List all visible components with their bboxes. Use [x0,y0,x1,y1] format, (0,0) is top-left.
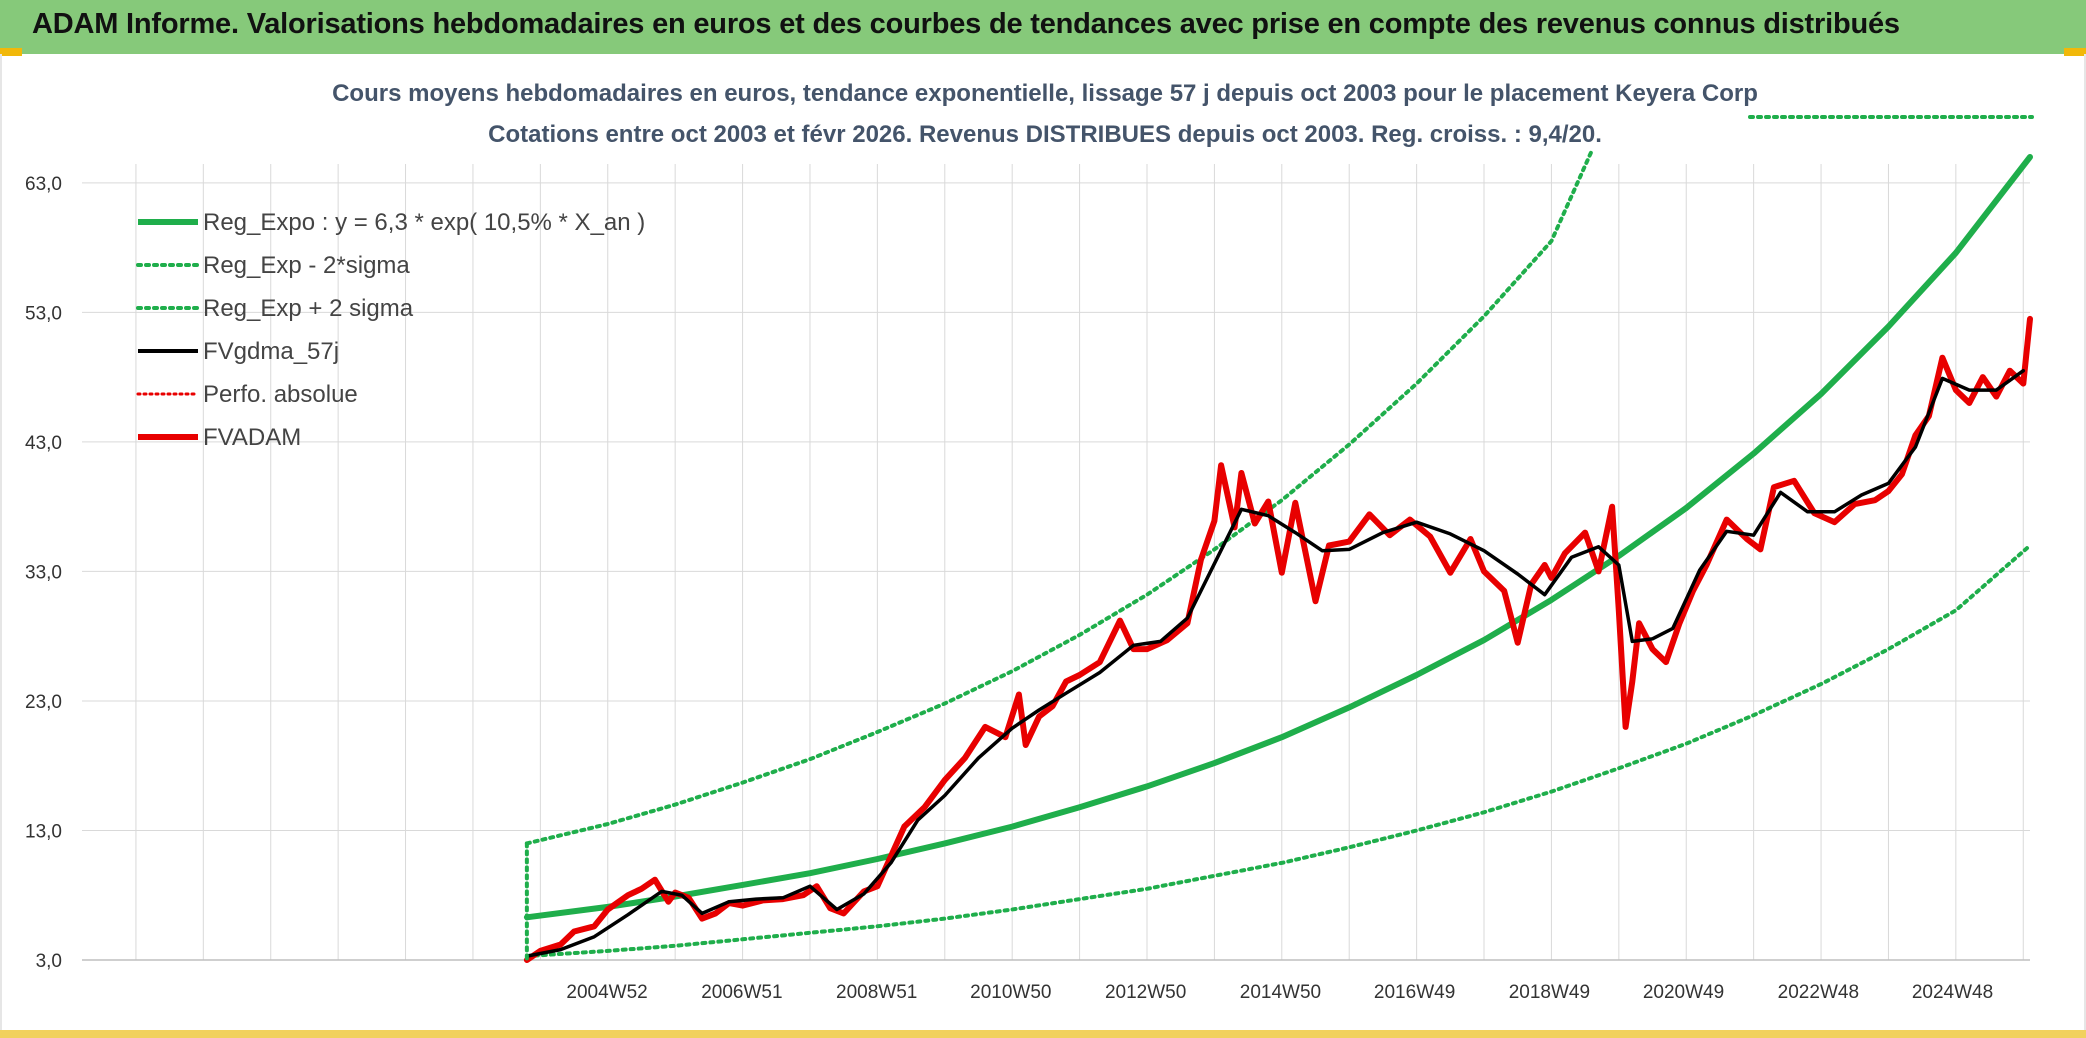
y-axis-ticks: 3,0 13,0 23,0 33,0 43,0 53,0 63,0 [25,174,62,972]
legend-item-reg-exp-minus[interactable]: Reg_Exp - 2*sigma [136,252,410,279]
x-tick-label: 2012W50 [1105,982,1186,1003]
x-tick-label: 2016W49 [1374,982,1455,1003]
chart-subtitle: Cotations entre oct 2003 et févr 2026. R… [488,121,1602,148]
legend-item-fvadam[interactable]: FVADAM [138,424,301,451]
x-tick-label: 2024W48 [1912,982,1993,1003]
bottom-accent-bar [0,1030,2086,1038]
series-line-5 [523,315,2033,963]
chart-legend: Reg_Expo : y = 6,3 * exp( 10,5% * X_an )… [136,209,645,451]
x-axis-ticks: 2004W52 2006W51 2008W51 2010W50 2012W50 2014W… [566,982,1993,1003]
legend-label-reg-expo: Reg_Expo : y = 6,3 * exp( 10,5% * X_an ) [203,209,645,236]
x-tick-label: 2022W48 [1778,982,1859,1003]
y-tick-label: 43,0 [25,433,62,454]
x-tick-label: 2006W51 [701,982,782,1003]
x-tick-label: 2014W50 [1240,982,1321,1003]
x-tick-label: 2004W52 [566,982,647,1003]
banner-accent-right [2064,48,2086,56]
x-tick-label: 2018W49 [1509,982,1590,1003]
legend-label-fvadam: FVADAM [203,424,301,451]
legend-label-reg-exp-plus: Reg_Exp + 2 sigma [203,295,414,322]
legend-item-fvgdma[interactable]: FVgdma_57j [138,338,339,365]
legend-item-perfo-absolue[interactable]: Perfo. absolue [136,381,358,408]
series-line-1 [524,543,2032,959]
legend-label-reg-exp-minus: Reg_Exp - 2*sigma [203,252,410,279]
x-tick-label: 2010W50 [970,982,1051,1003]
y-tick-label: 33,0 [25,562,62,583]
legend-label-perfo-absolue: Perfo. absolue [203,381,358,408]
x-tick-label: 2008W51 [836,982,917,1003]
y-tick-label: 23,0 [25,692,62,713]
chart-title: Cours moyens hebdomadaires en euros, ten… [332,80,1758,107]
y-tick-label: 53,0 [25,303,62,324]
banner-accent-left [0,48,22,56]
legend-item-reg-expo[interactable]: Reg_Expo : y = 6,3 * exp( 10,5% * X_an ) [138,209,645,236]
grid-lines [82,164,2030,961]
series-line-3 [525,368,2026,958]
report-title: ADAM Informe. Valorisations hebdomadaire… [32,8,1900,40]
x-tick-label: 2020W49 [1643,982,1724,1003]
series-line-0 [523,154,2033,921]
y-tick-label: 3,0 [36,951,62,972]
legend-item-reg-exp-plus[interactable]: Reg_Exp + 2 sigma [136,295,414,322]
report-banner: ADAM Informe. Valorisations hebdomadaire… [0,0,2086,54]
series-lines [523,148,2033,963]
y-tick-label: 13,0 [25,821,62,842]
y-tick-label: 63,0 [25,174,62,195]
legend-label-fvgdma: FVgdma_57j [203,338,339,365]
chart-area: 3,0 13,0 23,0 33,0 43,0 53,0 63,0 2004W52 2006W… [0,54,2086,1030]
series-line-2 [524,148,1594,846]
valuation-chart: 3,0 13,0 23,0 33,0 43,0 53,0 63,0 2004W52 2006W… [25,80,2034,1003]
